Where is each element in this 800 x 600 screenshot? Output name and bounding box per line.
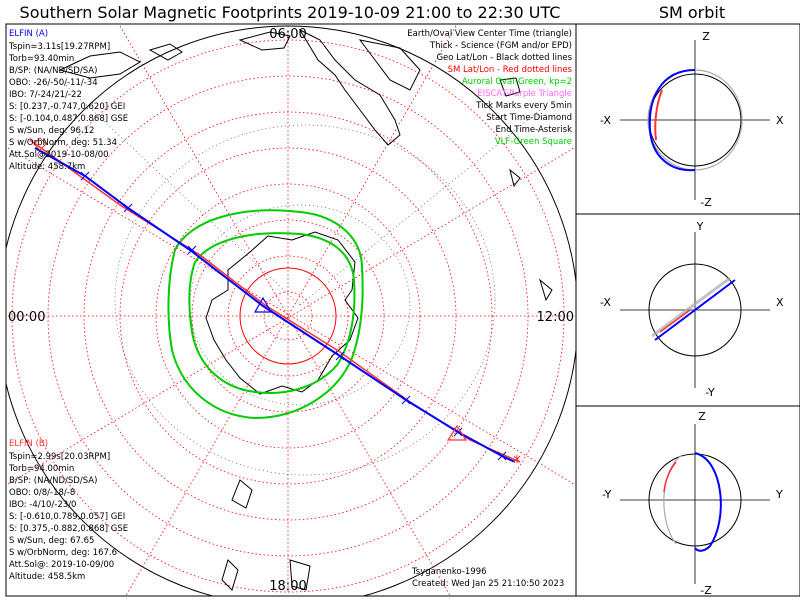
elfin-a-line: IBO: 7/-24/21/-22 xyxy=(9,90,82,100)
created-timestamp: Created: Wed Jan 25 21:10:50 2023 xyxy=(412,579,564,589)
axis-label: -Y xyxy=(705,386,715,399)
elfin-b-line: S w/Sun, deg: 67.65 xyxy=(9,536,94,546)
elfin-b-line: OBO: 0/8/-18/-8 xyxy=(9,488,75,498)
elfin-b-line: Torb=94.00min xyxy=(8,464,74,474)
elfin-b-line: Tspin=2.99s[20.03RPM] xyxy=(8,452,110,462)
elfin-a-line: Att.Sol@2019-10-08/00 xyxy=(9,150,109,160)
mlt-label-bottom: 18:00 xyxy=(269,579,306,594)
mlt-label-top: 06:00 xyxy=(269,27,306,42)
axis-label: Y xyxy=(775,488,783,501)
elfin-a-center-triangle xyxy=(253,296,273,313)
legend-item: Auroral Oval-Green, kp=2 xyxy=(462,77,572,87)
elfin-a-line: S w/OrbNorm, deg: 51.34 xyxy=(9,138,117,148)
orbit-title: SM orbit xyxy=(659,3,725,22)
elfin-a-track xyxy=(34,147,516,463)
tick-marks xyxy=(80,171,507,461)
elfin-b-name: ELFIN (B) xyxy=(9,439,48,449)
legend-item: End Time-Asterisk xyxy=(495,125,572,135)
axis-label: Z xyxy=(702,30,710,43)
start-diamond xyxy=(33,137,47,151)
auroral-oval xyxy=(167,209,364,420)
legend-item: Thick - Science (FGM and/or EPD) xyxy=(429,41,572,51)
elfin-a-line: B/SP: (NA/ND/SD/SA) xyxy=(9,66,97,76)
elfin-a-info: ELFIN (A) Tspin=3.11s[19.27RPM] Torb=93.… xyxy=(8,29,128,172)
legend-item: Geo Lat/Lon - Black dotted lines xyxy=(436,53,572,63)
main-title: Southern Solar Magnetic Footprints 2019-… xyxy=(20,3,561,22)
axis-label: X xyxy=(776,296,784,309)
elfin-b-info: ELFIN (B) Tspin=2.99s[20.03RPM] Torb=94.… xyxy=(8,439,128,582)
mlt-label-left: 00:00 xyxy=(8,310,45,325)
legend-item: EISCAT-Purple Triangle xyxy=(477,89,572,99)
elfin-b-line: S: [0.375,-0.882,0.868] GSE xyxy=(9,524,128,534)
axis-label: Z xyxy=(698,410,706,423)
elfin-b-line: S w/OrbNorm, deg: 167.6 xyxy=(9,548,117,558)
legend-item: SM Lat/Lon - Red dotted lines xyxy=(448,65,573,75)
elfin-b-line: S: [-0.610,0.789,0.057] GEI xyxy=(9,512,125,522)
model-credit: Tsyganenko-1996 xyxy=(411,567,487,577)
polar-map: 06:00 00:00 12:00 18:00 ELFIN (A) Tspin=… xyxy=(5,23,577,597)
elfin-b-line: Altitude: 458.5km xyxy=(9,572,85,582)
axis-label: X xyxy=(776,114,784,127)
axis-label: Y xyxy=(696,220,704,233)
mlt-label-right: 12:00 xyxy=(537,310,574,325)
geo-grid xyxy=(59,79,541,476)
axis-label: -Z xyxy=(700,584,712,597)
legend-item: VLF-Green Square xyxy=(495,137,572,147)
end-asterisk xyxy=(513,455,521,463)
elfin-a-line: Tspin=3.11s[19.27RPM] xyxy=(8,42,110,52)
elfin-a-line: OBO: -26/-50/-11/-34 xyxy=(9,78,98,88)
orbit-frame xyxy=(575,23,800,597)
orbit-panels: Z -Z -X X Y -Y -X X Z -Z xyxy=(575,23,800,597)
axis-label: -Z xyxy=(700,196,712,209)
legend: Earth/Oval View Center Time (triangle) T… xyxy=(407,29,572,147)
elfin-b-center-triangle xyxy=(446,424,468,441)
axis-label: -X xyxy=(600,114,611,127)
elfin-a-line: Torb=93.40min xyxy=(8,54,74,64)
sm-meridians xyxy=(7,25,575,596)
elfin-b-line: Att.Sol@: 2019-10-09/00 xyxy=(9,560,114,570)
elfin-a-line: S: [-0.104,0.487,0.868] GSE xyxy=(9,114,128,124)
legend-item: Tick Marks every 5min xyxy=(475,101,572,111)
axis-label: -Y xyxy=(602,488,612,501)
elfin-b-line: IBO: -4/10/-23/0 xyxy=(9,500,76,510)
orbit-panel-xy: Y -Y -X X xyxy=(600,220,784,399)
legend-item: Earth/Oval View Center Time (triangle) xyxy=(407,29,572,39)
coastlines xyxy=(58,28,553,591)
axis-label: -X xyxy=(600,296,611,309)
elfin-a-line: S: [0.237,-0.747,0.620] GEI xyxy=(9,102,125,112)
elfin-a-line: Altitude: 458.7km xyxy=(9,162,85,172)
elfin-a-line: S w/Sun, deg: 96.12 xyxy=(9,126,94,136)
elfin-b-line: B/SP: (NA/ND/SD/SA) xyxy=(9,476,97,486)
map-frame xyxy=(5,23,577,597)
legend-item: Start Time-Diamond xyxy=(486,113,572,123)
orbit-panel-xz: Z -Z -X X xyxy=(600,30,784,209)
elfin-a-name: ELFIN (A) xyxy=(9,29,48,39)
orbit-panel-yz: Z -Z -Y Y xyxy=(602,410,783,597)
